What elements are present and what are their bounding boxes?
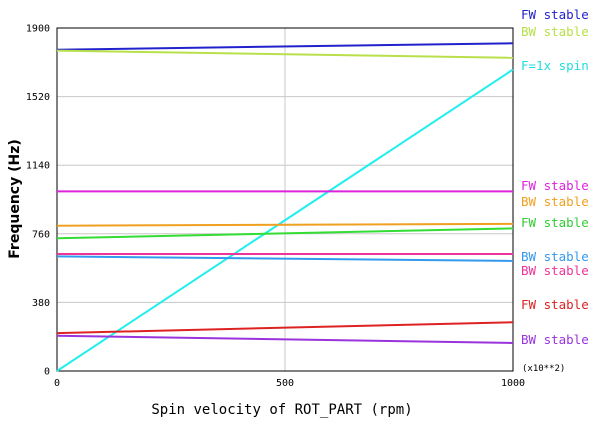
series-line-6 — [56, 227, 514, 240]
legend-entry: BW stable — [521, 263, 589, 278]
legend-entry: FW stable — [521, 297, 589, 312]
legend-entry: BW stable — [521, 194, 589, 209]
legend-entry: BW stable — [521, 249, 589, 264]
y-tick-label: 760 — [32, 229, 50, 240]
series-line-3 — [56, 68, 514, 372]
y-tick-label: 0 — [44, 367, 50, 378]
x-tick-label: 0 — [54, 378, 60, 389]
series-line-9 — [56, 321, 514, 335]
legend-entry: F=1x spin — [521, 58, 589, 73]
x-axis-multiplier: (x10**2) — [522, 364, 565, 374]
y-tick-label: 1900 — [26, 24, 50, 35]
legend-entry: FW stable — [521, 178, 589, 193]
y-tick-label: 1520 — [26, 92, 50, 103]
legend-entry: BW stable — [521, 24, 589, 39]
x-tick-label: 1000 — [501, 378, 525, 389]
y-tick-label: 380 — [32, 298, 50, 309]
legend-entry: BW stable — [521, 332, 589, 347]
y-tick-label: 1140 — [26, 161, 50, 172]
grid — [56, 27, 514, 372]
x-tick-labels: 0 500 1000 — [54, 378, 525, 389]
y-axis-label: Frequency (Hz) — [7, 139, 23, 258]
plot-frame — [56, 27, 514, 372]
series-line-5 — [56, 222, 514, 227]
x-axis-label: Spin velocity of ROT_PART (rpm) — [151, 402, 412, 418]
legend-entry: FW stable — [521, 7, 589, 22]
legend-entry: FW stable — [521, 215, 589, 230]
series-line-2 — [56, 49, 514, 59]
series-line-1 — [56, 42, 514, 51]
series-line-7 — [56, 255, 514, 262]
y-tick-labels: 0 380 760 1140 1520 1900 — [26, 24, 50, 378]
series-line-10 — [56, 334, 514, 344]
series-lines — [56, 42, 514, 372]
x-tick-label: 500 — [276, 378, 294, 389]
